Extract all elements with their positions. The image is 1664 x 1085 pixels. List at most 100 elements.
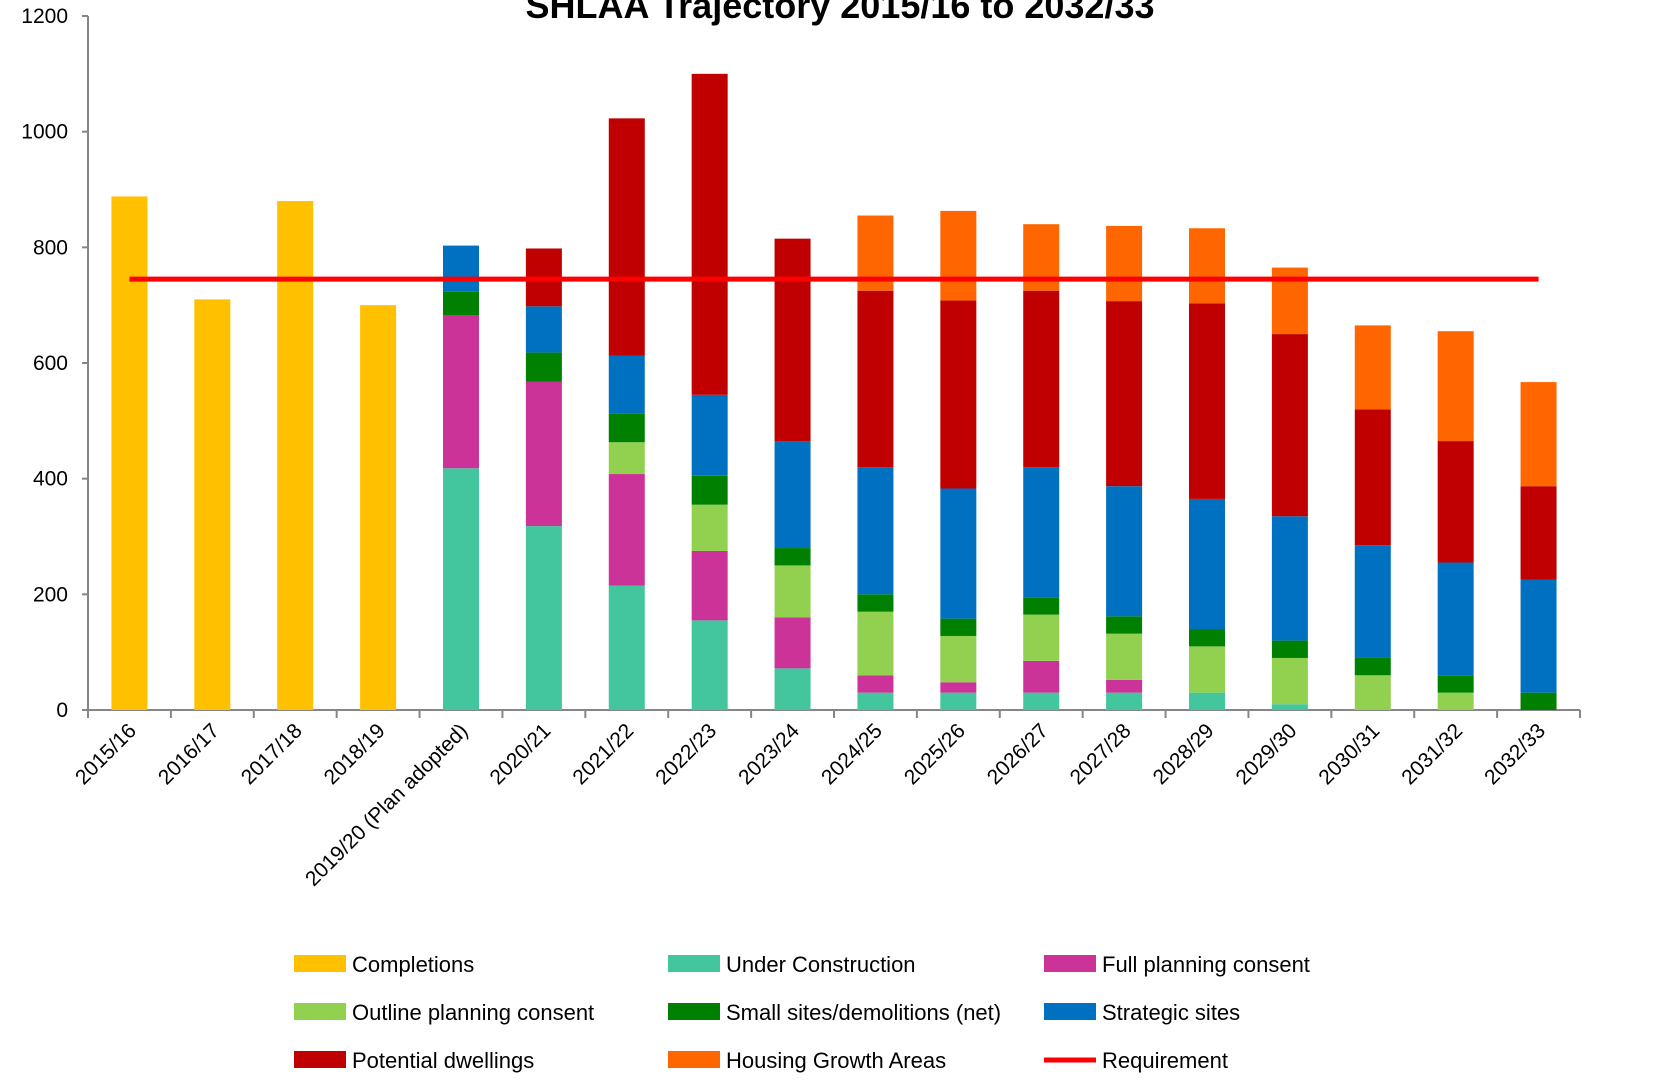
bar-segment: [1106, 679, 1143, 693]
bar-segment: [1520, 382, 1557, 487]
legend-swatch: [668, 1051, 720, 1068]
y-tick-label: 1200: [21, 5, 68, 28]
legend-swatch: [668, 955, 720, 972]
legend-swatch: [668, 1003, 720, 1020]
legend: Completions Under Construction Full planni…: [294, 952, 1310, 1073]
bar-segment: [443, 468, 479, 710]
bar-segment: [1354, 409, 1391, 546]
y-axis: 0 200 400 600 800 1000 1200: [21, 5, 89, 722]
bar-segment: [857, 290, 894, 468]
bar-segment: [940, 210, 977, 301]
bar-stacks: [111, 73, 1557, 711]
bar-segment: [691, 475, 728, 505]
bar-segment: [774, 441, 811, 549]
bar-segment: [1520, 579, 1557, 693]
x-tick-label: 2030/31: [1314, 719, 1384, 789]
x-tick-label: 2023/24: [734, 719, 804, 789]
bar-segment: [360, 305, 397, 710]
bar-segment: [1023, 467, 1060, 598]
legend-swatch: [294, 1051, 346, 1068]
legend-swatch: [1044, 955, 1096, 972]
bar-segment: [940, 300, 977, 489]
bar-segment: [940, 635, 977, 683]
bar-segment: [774, 668, 811, 710]
legend-label: Housing Growth Areas: [726, 1048, 946, 1073]
x-tick-label: 2028/29: [1149, 719, 1219, 789]
bar-segment: [1437, 692, 1474, 710]
x-tick-label: 2019/20 (Plan adopted): [301, 719, 472, 890]
x-tick-label: 2027/28: [1066, 719, 1136, 789]
chart-title: SHLAA Trajectory 2015/16 to 2032/33: [526, 0, 1155, 26]
legend-label: Potential dwellings: [352, 1048, 534, 1073]
bar-segment: [940, 692, 977, 710]
bar-segment: [1271, 657, 1308, 705]
bar-segment: [608, 474, 645, 586]
bar-segment: [1189, 629, 1225, 647]
x-tick-label: 2032/33: [1480, 719, 1550, 789]
bar-segment: [1271, 640, 1308, 658]
bar-segment: [525, 526, 562, 710]
bar-segment: [443, 291, 479, 315]
x-tick-label: 2022/23: [651, 719, 721, 789]
y-tick-label: 400: [33, 468, 68, 491]
bar-segment: [691, 504, 728, 551]
bar-segment: [1520, 692, 1557, 710]
bar-segment: [1023, 660, 1060, 693]
bar-segment: [608, 442, 645, 475]
x-tick-label: 2016/17: [154, 719, 224, 789]
y-tick-label: 0: [56, 699, 68, 722]
bar-segment: [277, 201, 314, 711]
y-tick-label: 600: [33, 352, 68, 375]
legend-label: Completions: [352, 952, 474, 977]
bar-segment: [608, 355, 645, 414]
bar-segment: [1189, 303, 1225, 499]
legend-swatch: [1044, 1003, 1096, 1020]
bar-segment: [1354, 545, 1391, 658]
x-tick-label: 2026/27: [983, 719, 1053, 789]
x-tick-label: 2020/21: [485, 719, 555, 789]
bar-segment: [1354, 675, 1391, 710]
bar-segment: [1106, 692, 1143, 710]
bar-segment: [1106, 486, 1143, 617]
bar-segment: [1106, 616, 1143, 634]
bar-segment: [525, 306, 562, 353]
x-tick-label: 2024/25: [817, 719, 887, 789]
bar-segment: [1354, 657, 1391, 676]
bar-segment: [1189, 498, 1225, 630]
legend-label: Strategic sites: [1102, 1000, 1240, 1025]
bar-segment: [857, 675, 894, 693]
bar-segment: [1437, 675, 1474, 693]
x-tick-label: 2017/18: [237, 719, 307, 789]
legend-swatch: [294, 1003, 346, 1020]
bar-segment: [525, 381, 562, 527]
x-tick-label: 2031/32: [1397, 719, 1467, 789]
bar-segment: [1106, 633, 1143, 680]
bar-segment: [1023, 597, 1060, 615]
bar-segment: [608, 413, 645, 443]
bar-segment: [774, 617, 811, 669]
bar-segment: [691, 620, 728, 710]
bar-segment: [525, 352, 562, 382]
bar-segment: [1354, 325, 1391, 410]
bar-segment: [1189, 646, 1225, 693]
bar-segment: [111, 196, 148, 710]
bar-segment: [940, 488, 977, 619]
x-tick-label: 2025/26: [900, 719, 970, 789]
legend-label: Small sites/demolitions (net): [726, 1000, 1001, 1025]
y-tick-label: 800: [33, 236, 68, 259]
x-tick-label: 2021/22: [568, 719, 638, 789]
x-tick-label: 2015/16: [71, 719, 141, 789]
bar-segment: [691, 394, 728, 476]
bar-segment: [1271, 334, 1308, 517]
bar-segment: [608, 585, 645, 710]
bar-segment: [857, 594, 894, 612]
y-tick-label: 1000: [21, 121, 68, 144]
bar-segment: [608, 118, 645, 356]
bar-segment: [443, 314, 479, 469]
x-tick-label: 2018/19: [320, 719, 390, 789]
legend-swatch: [294, 955, 346, 972]
bar-segment: [443, 245, 479, 292]
bar-segment: [857, 467, 894, 595]
